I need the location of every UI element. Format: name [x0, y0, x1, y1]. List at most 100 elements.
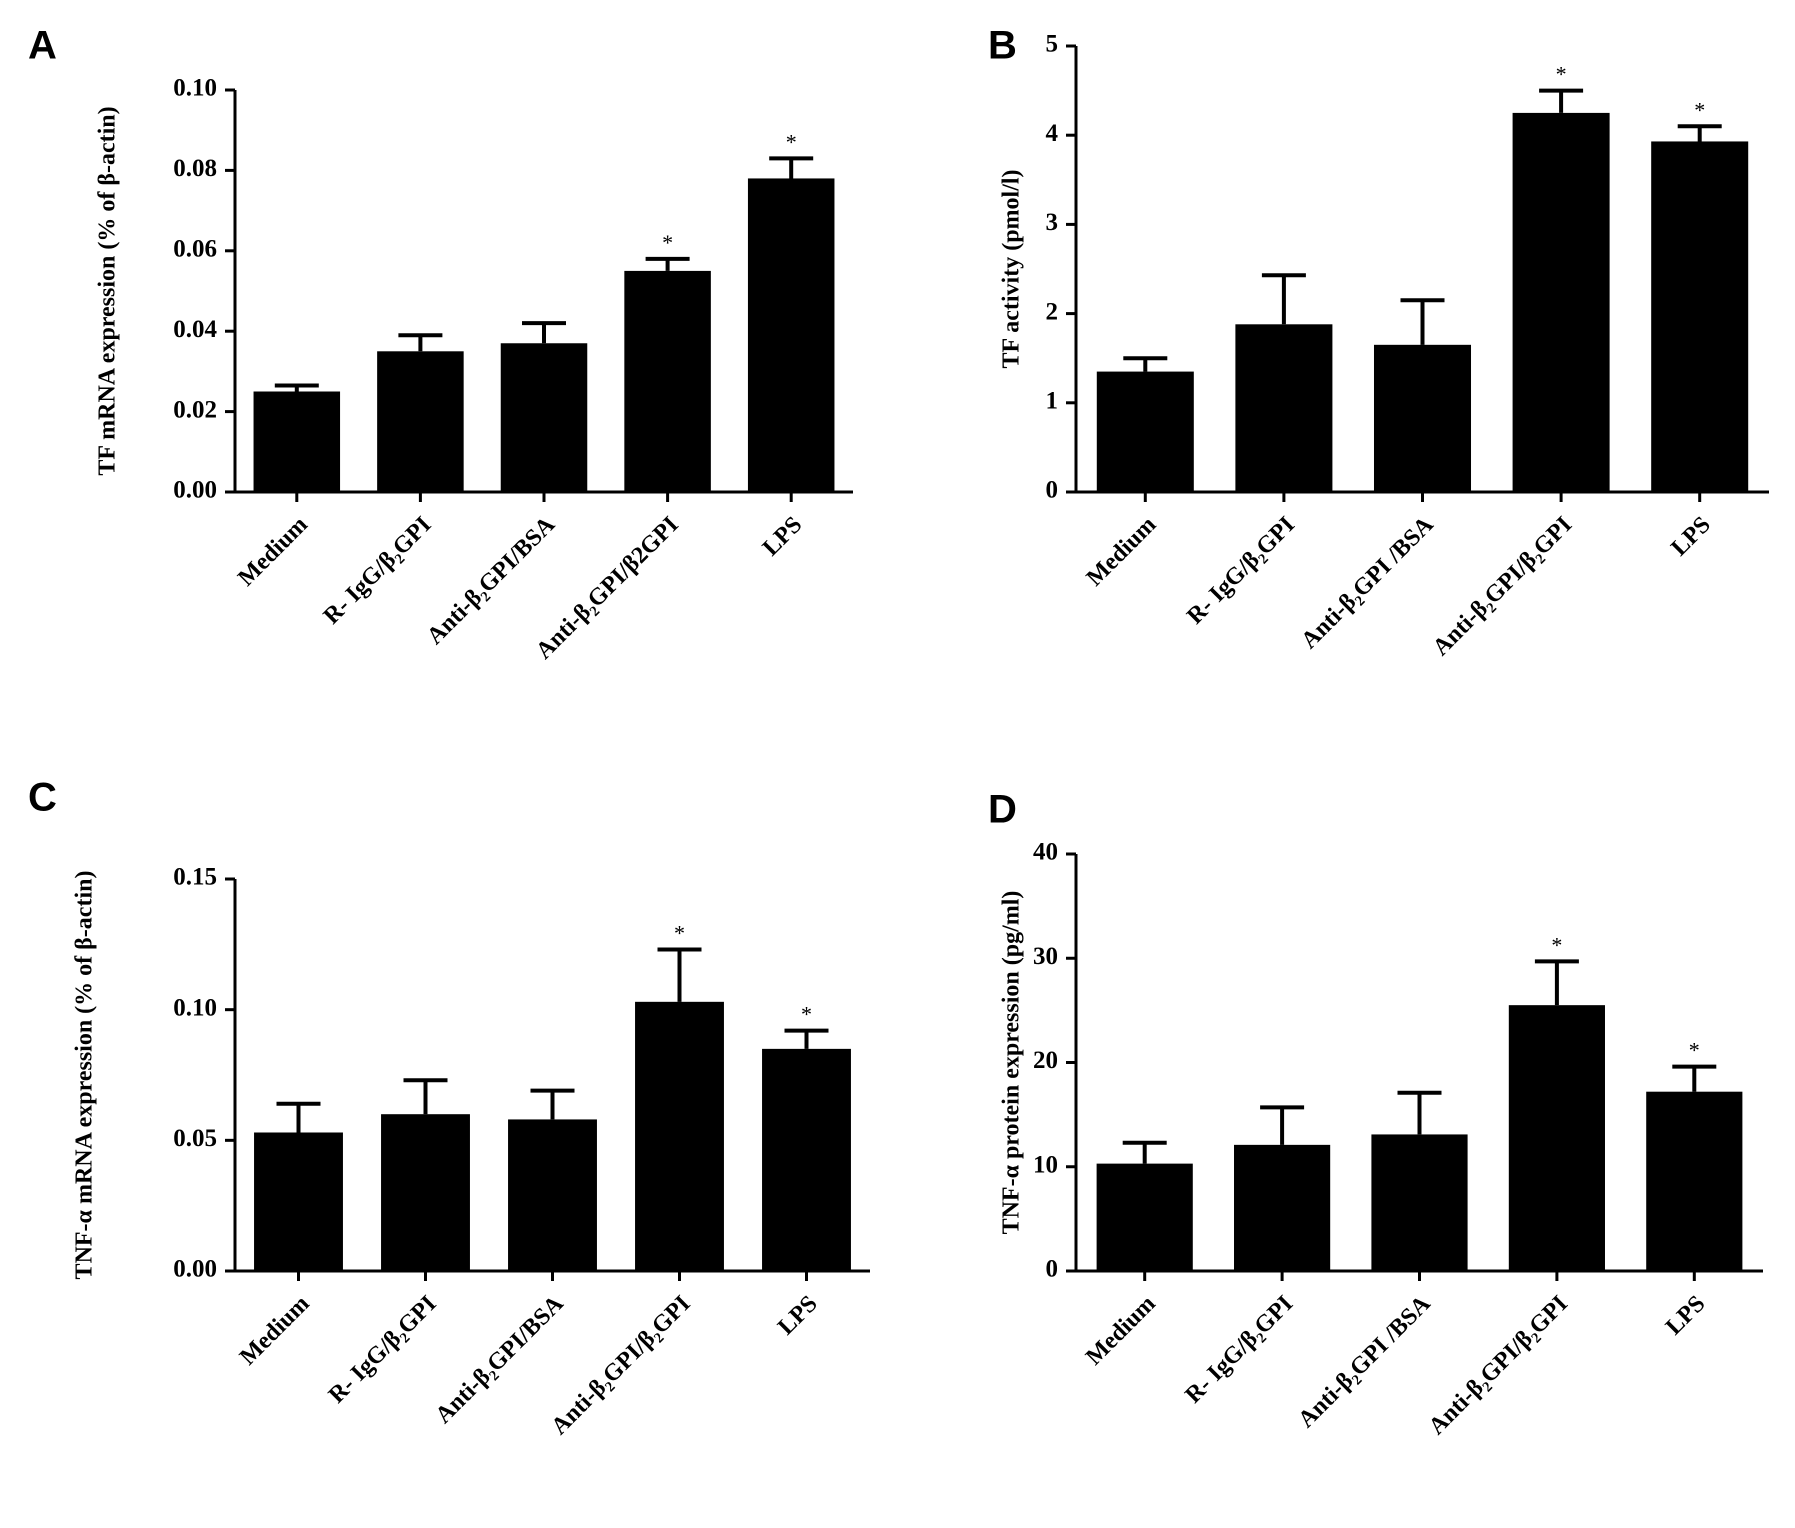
x-tick-label: Anti-β₂GPI/BSA — [422, 511, 561, 650]
error-bar — [1672, 1064, 1717, 1092]
bar — [1646, 1091, 1743, 1271]
y-tick-label: 0.10 — [173, 994, 217, 1021]
error-bar — [784, 1028, 829, 1049]
y-tick-label: 5 — [1046, 31, 1059, 58]
significance-mark: * — [662, 230, 673, 255]
y-axis-label: TNF-α protein expression (pg/ml) — [999, 891, 1025, 1235]
bar — [1512, 112, 1610, 493]
y-tick-label: 0.02 — [173, 396, 217, 423]
x-tick-label: Anti-β₂GPI/β₂GPI — [1428, 512, 1577, 661]
x-tick-label: Anti-β₂GPI/β₂GPI — [1424, 1291, 1573, 1440]
error-bar — [657, 947, 702, 1002]
error-bar — [769, 156, 814, 179]
panel-chart: B TF activity (pmol/l) 0 1 2 3 4 5 Medium R- IgG/… — [988, 24, 1769, 661]
x-tick-label: Medium — [1082, 512, 1162, 592]
error-bar — [1534, 959, 1579, 1006]
x-tick-label: R- IgG/β₂GPI — [1180, 1291, 1298, 1409]
x-tick-label: Anti-β₂GPI /BSA — [1293, 1290, 1436, 1433]
y-tick-label: 3 — [1046, 209, 1059, 236]
bar — [624, 270, 711, 492]
error-bar — [1123, 356, 1168, 372]
y-tick-label: 0.00 — [173, 1256, 217, 1283]
error-bar — [1397, 1090, 1442, 1135]
x-tick-label: Anti-β₂GPI/β₂GPI — [546, 1291, 695, 1440]
significance-mark: * — [786, 129, 797, 154]
error-bar — [645, 256, 690, 271]
y-axis-label: TF activity (pmol/l) — [999, 169, 1025, 368]
panel-letter: D — [988, 788, 1017, 832]
y-axis-label: TF mRNA expression (% of β-actin) — [95, 106, 121, 475]
error-bar — [1400, 298, 1445, 345]
bar — [1096, 1163, 1193, 1271]
bar — [500, 343, 588, 492]
y-tick-label: 30 — [1033, 943, 1058, 970]
bar — [1234, 1144, 1331, 1271]
bar — [1371, 1134, 1468, 1271]
error-bar — [398, 333, 443, 352]
y-tick-label: 0.05 — [173, 1125, 217, 1152]
x-tick-label: Anti-β₂GPI /BSA — [1296, 511, 1439, 654]
panel-letter: A — [28, 24, 57, 68]
panel-chart: A TF mRNA expression (% of β-actin) 0.00 0.… — [28, 24, 853, 664]
y-tick-label: 40 — [1033, 839, 1058, 866]
bar — [1235, 324, 1333, 492]
y-tick-label: 2 — [1046, 298, 1059, 325]
error-bar — [274, 383, 319, 392]
x-tick-label: R- IgG/β₂GPI — [324, 1291, 442, 1409]
significance-mark: * — [1694, 97, 1705, 122]
panel-chart: C TNF-α mRNA expression (% of β-actin) 0.0… — [28, 776, 870, 1440]
x-tick-label: LPS — [1666, 512, 1716, 562]
error-bar — [403, 1078, 448, 1115]
y-tick-label: 0.04 — [173, 316, 217, 343]
x-tick-label: Anti-β₂GPI/BSA — [431, 1290, 570, 1429]
error-bar — [1122, 1140, 1167, 1164]
significance-mark: * — [1689, 1038, 1700, 1063]
y-tick-label: 20 — [1033, 1047, 1058, 1074]
y-axis-label: TNF-α mRNA expression (% of β-actin) — [72, 871, 98, 1280]
bar — [747, 178, 835, 492]
bar — [762, 1048, 851, 1271]
y-tick-label: 0 — [1046, 1256, 1059, 1283]
significance-mark: * — [674, 921, 685, 946]
y-tick-label: 0 — [1046, 477, 1059, 504]
error-bar — [522, 321, 566, 344]
x-tick-label: Medium — [235, 1291, 315, 1371]
error-bar — [530, 1088, 575, 1120]
panel-chart: D TNF-α protein expression (pg/ml) 0 10 20 30… — [988, 788, 1763, 1440]
x-tick-label: R- IgG/β₂GPI — [319, 512, 437, 630]
bar — [1508, 1005, 1605, 1271]
bar — [1373, 344, 1472, 492]
bar — [635, 1001, 724, 1271]
x-tick-label: LPS — [773, 1291, 823, 1341]
y-tick-label: 4 — [1046, 120, 1059, 147]
bar — [1096, 371, 1194, 492]
x-tick-label: LPS — [758, 512, 808, 562]
x-tick-label: Medium — [1081, 1291, 1161, 1371]
bar — [377, 351, 464, 492]
y-tick-label: 0.06 — [173, 236, 217, 263]
bar — [1651, 141, 1749, 492]
x-tick-label: Medium — [233, 512, 313, 592]
significance-mark: * — [1551, 932, 1562, 957]
x-tick-label: LPS — [1661, 1291, 1711, 1341]
y-tick-label: 10 — [1033, 1151, 1058, 1178]
error-bar — [1261, 273, 1306, 325]
bar — [253, 391, 341, 492]
y-tick-label: 1 — [1046, 388, 1059, 415]
bar — [254, 1132, 343, 1271]
error-bar — [1539, 88, 1584, 113]
y-tick-label: 0.15 — [173, 864, 217, 891]
significance-mark: * — [1556, 62, 1567, 87]
bar — [508, 1119, 597, 1271]
error-bar — [1677, 124, 1722, 142]
panel-letter: C — [28, 776, 57, 820]
significance-mark: * — [801, 1002, 812, 1027]
x-tick-label: R- IgG/β₂GPI — [1182, 512, 1300, 630]
y-tick-label: 0.00 — [173, 477, 217, 504]
panel-letter: B — [988, 24, 1017, 68]
bar — [381, 1114, 470, 1271]
error-bar — [276, 1101, 321, 1133]
y-tick-label: 0.08 — [173, 155, 217, 182]
y-tick-label: 0.10 — [173, 75, 217, 102]
